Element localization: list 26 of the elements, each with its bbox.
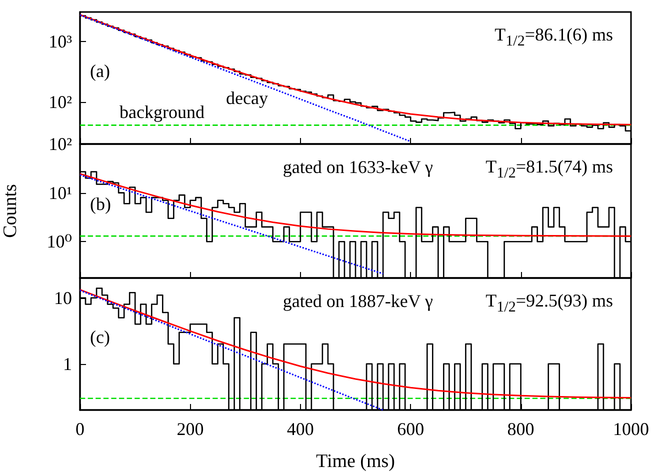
text: gated on 1633-keV γ [282,157,433,177]
y-tick-label: 10² [48,134,72,154]
annotation: T$_{1/2}$=92.5(93) ms [486,290,613,318]
annotation: background [120,102,204,122]
line-series [79,14,412,142]
x-tick-label: 1000 [613,419,649,439]
y-tick-label: 1 [63,354,72,374]
x-tick-label: 400 [286,419,314,439]
x-tick-label: 200 [176,419,204,439]
y-tick-label: 10⁰ [46,232,72,252]
x-tick-label: 600 [397,419,424,439]
x-tick-label: 0 [76,419,84,439]
y-axis-title: Counts [0,184,21,238]
annotation: (c) [90,327,110,348]
annotation: T$_{1/2}$=81.5(74) ms [486,156,613,184]
y-tick-label: 10 [54,288,72,308]
y-tick-label: 10³ [48,32,73,52]
annotation: decay [226,88,268,108]
annotation: T$_{1/2}$=86.1(6) ms [494,24,613,52]
annotation: (a) [90,61,110,82]
annotation: (b) [90,194,111,214]
x-tick-label: 800 [507,419,534,439]
y-tick-label: 10² [48,92,72,112]
text: gated on 1887-keV γ [282,291,433,311]
y-tick-label: 10¹ [48,182,72,203]
x-axis-title: Time (ms) [316,451,396,472]
